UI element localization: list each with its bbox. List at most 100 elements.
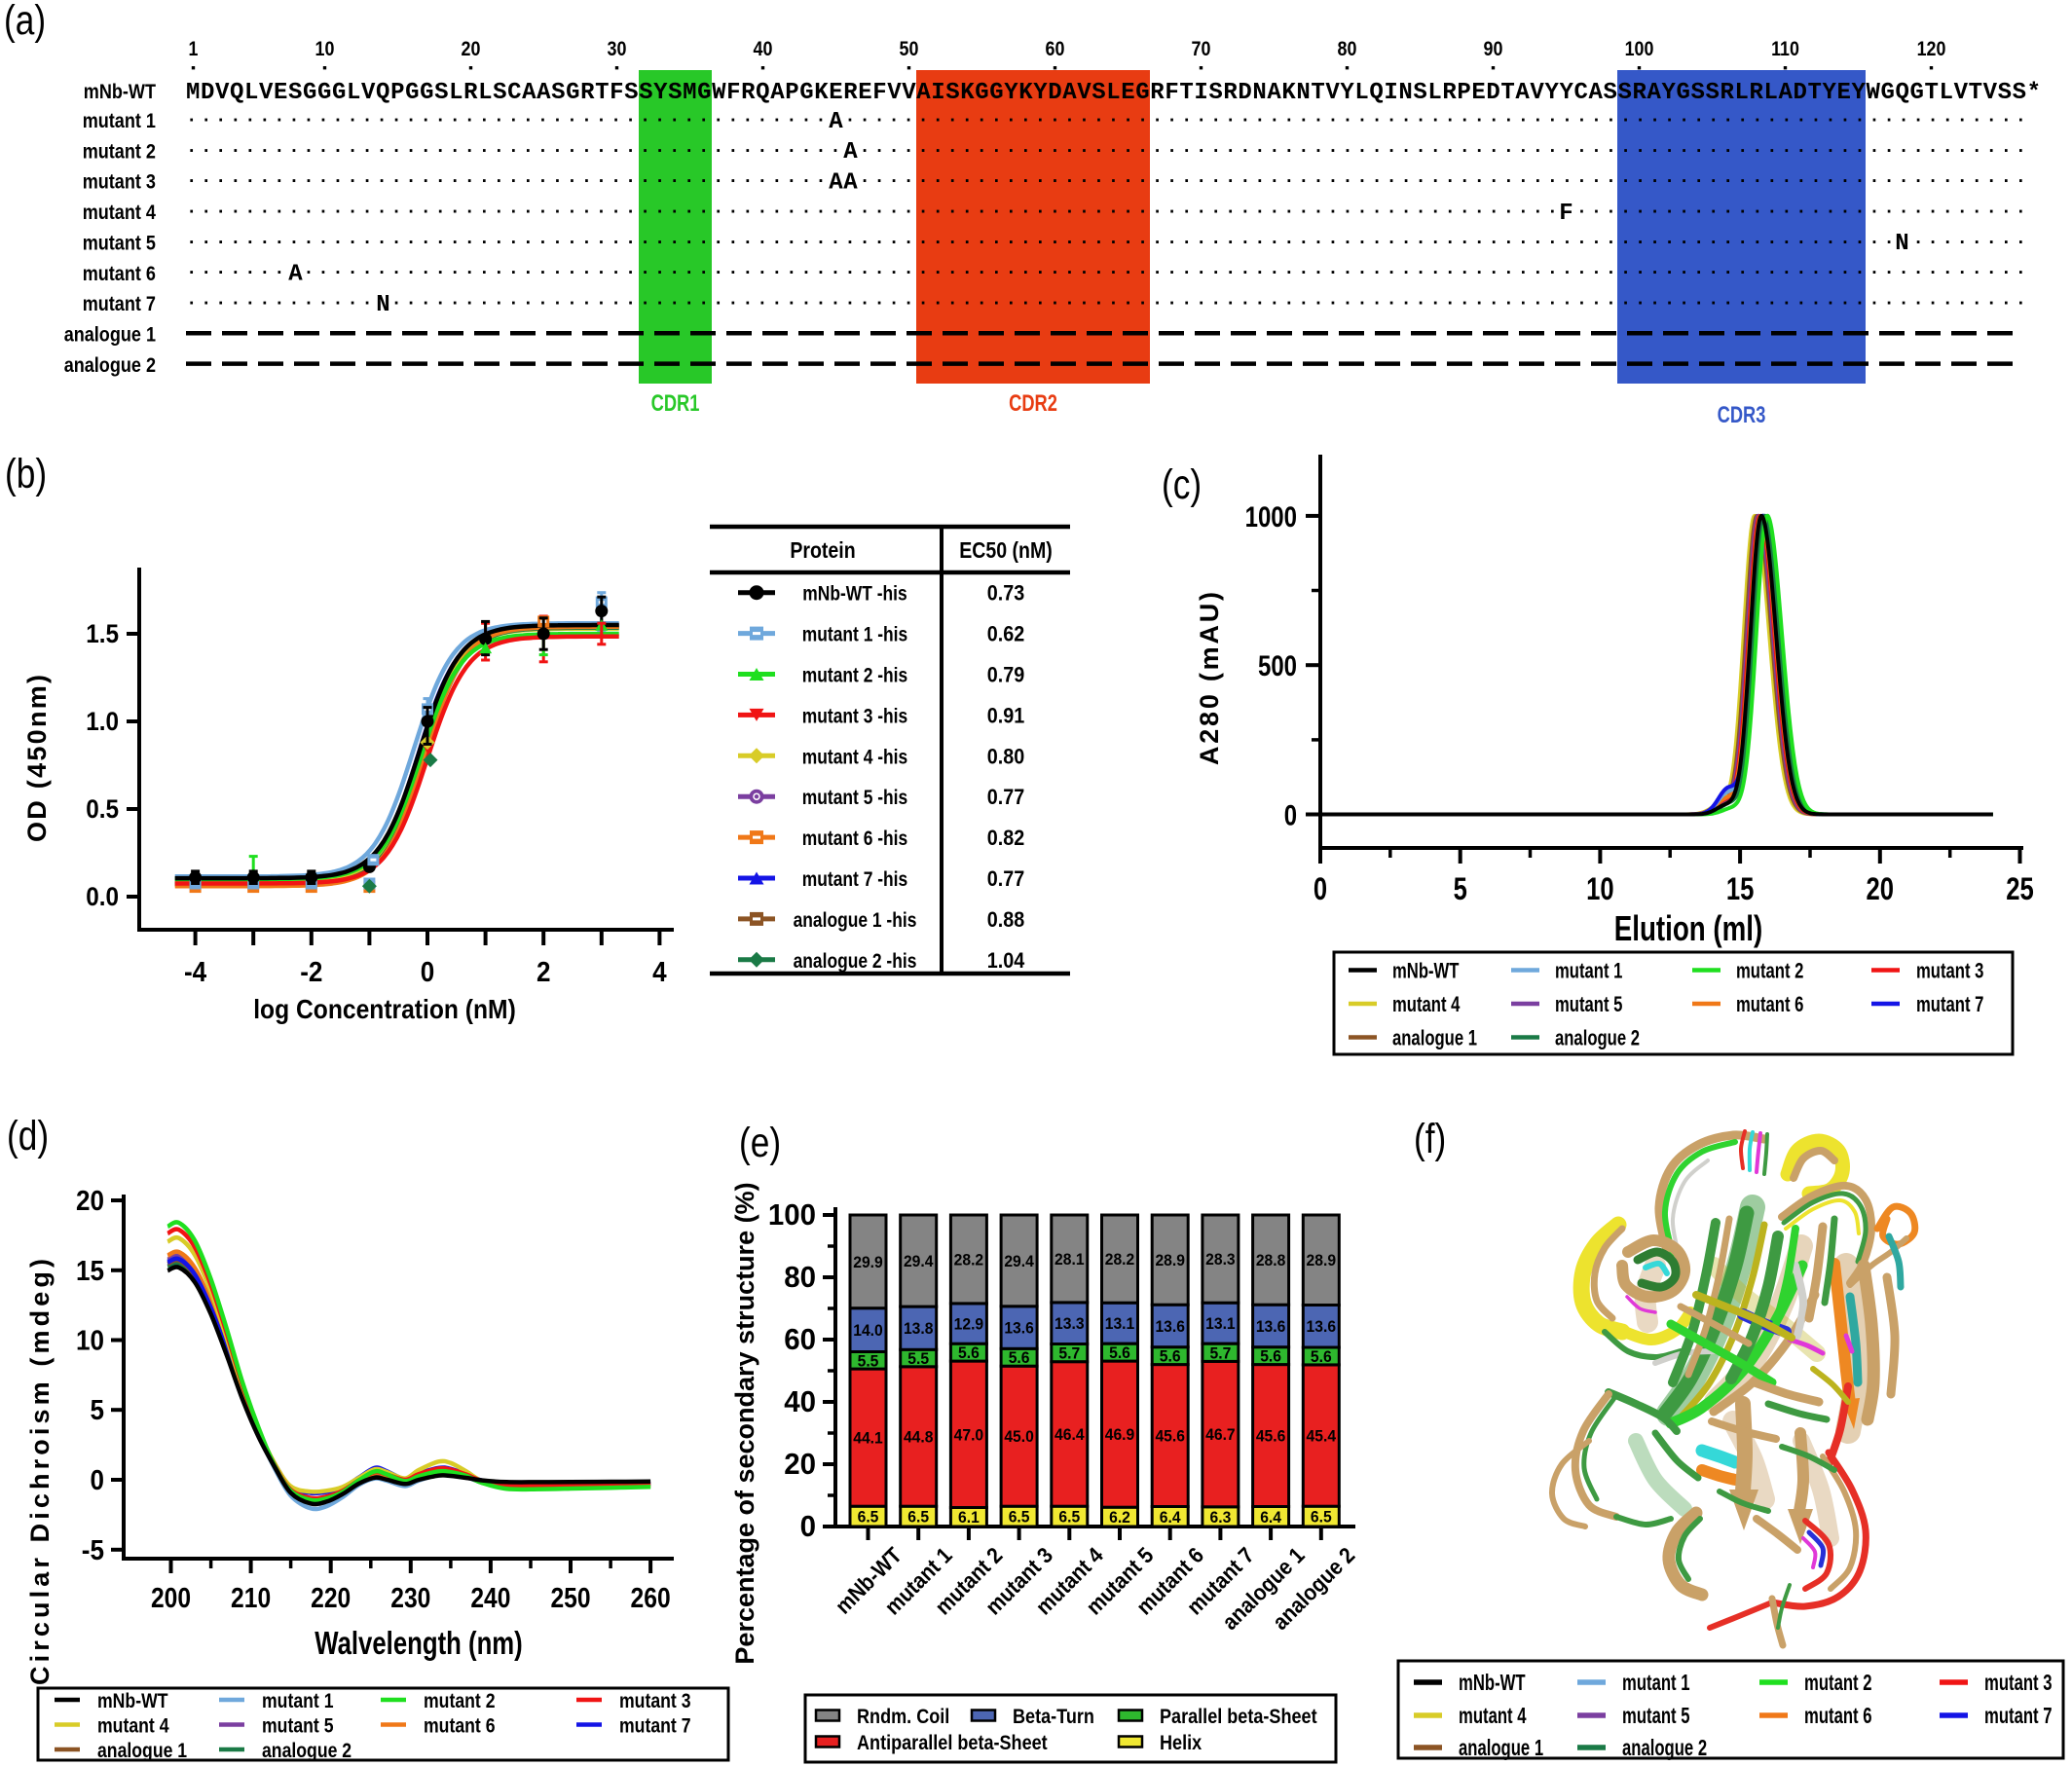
svg-text:0: 0 (1284, 800, 1297, 832)
svg-text:mNb-WT: mNb-WT (97, 1689, 168, 1712)
svg-text:28.3: 28.3 (1205, 1251, 1236, 1269)
svg-text:F: F (1559, 201, 1572, 227)
svg-text:(d): (d) (7, 1113, 49, 1159)
svg-text:mutant 2: mutant 2 (1804, 1670, 1872, 1695)
svg-text:12.9: 12.9 (954, 1316, 984, 1334)
svg-text:mutant 7: mutant 7 (1916, 992, 1983, 1016)
svg-text:28.9: 28.9 (1155, 1252, 1185, 1269)
svg-text:6.1: 6.1 (958, 1509, 980, 1527)
svg-text:Elution (ml): Elution (ml) (1614, 908, 1762, 948)
svg-text:mutant 1: mutant 1 (1555, 959, 1622, 983)
svg-text:mutant 6: mutant 6 (83, 263, 156, 285)
svg-text:80: 80 (1338, 38, 1357, 60)
svg-text:45.6: 45.6 (1155, 1428, 1185, 1446)
svg-text:20: 20 (462, 38, 481, 60)
svg-text:analogue 2: analogue 2 (1622, 1735, 1707, 1760)
svg-text:240: 240 (470, 1583, 510, 1614)
svg-text:30: 30 (608, 38, 627, 60)
svg-text:analogue 2: analogue 2 (1555, 1026, 1640, 1050)
svg-text:mutant 1: mutant 1 (262, 1689, 334, 1712)
svg-text:(c): (c) (1162, 461, 1202, 508)
svg-text:mutant 2: mutant 2 (83, 140, 156, 163)
svg-text:N: N (1895, 231, 1908, 257)
svg-text:44.8: 44.8 (904, 1429, 934, 1447)
svg-text:mutant 6: mutant 6 (1804, 1703, 1872, 1728)
svg-text:Parallel beta-Sheet: Parallel beta-Sheet (1160, 1706, 1317, 1728)
svg-text:mutant 4: mutant 4 (1392, 992, 1461, 1016)
svg-text:5.5: 5.5 (858, 1352, 879, 1370)
svg-text:mutant 4: mutant 4 (1459, 1703, 1527, 1728)
svg-text:CDR1: CDR1 (651, 390, 700, 417)
svg-text:mutant 5 -his: mutant 5 -his (802, 786, 907, 809)
svg-text:100: 100 (768, 1197, 816, 1232)
svg-text:110: 110 (1771, 38, 1799, 60)
svg-text:mutant 4: mutant 4 (83, 202, 157, 224)
svg-text:200: 200 (151, 1583, 191, 1614)
svg-text:100: 100 (1625, 38, 1654, 60)
svg-text:(f): (f) (1414, 1116, 1446, 1162)
svg-text:6.5: 6.5 (1009, 1509, 1030, 1527)
svg-text:mutant 1 -his: mutant 1 -his (802, 623, 907, 646)
svg-text:1: 1 (189, 38, 199, 60)
svg-text:MDVQLVESGGGLVQPGGSLRLSCAASGRTF: MDVQLVESGGGLVQPGGSLRLSCAASGRTFSSYSMGWFRQ… (186, 80, 2041, 106)
svg-text:45.4: 45.4 (1307, 1428, 1337, 1446)
svg-text:6.4: 6.4 (1260, 1509, 1282, 1527)
svg-text:Beta-Turn: Beta-Turn (1013, 1706, 1094, 1728)
svg-text:13.6: 13.6 (1256, 1318, 1286, 1336)
svg-text:60: 60 (784, 1322, 816, 1356)
svg-text:0: 0 (1314, 871, 1327, 906)
svg-text:15: 15 (1726, 871, 1755, 906)
svg-text:mNb-WT: mNb-WT (1459, 1670, 1526, 1695)
svg-text:0.80: 0.80 (987, 744, 1025, 768)
svg-text:mutant 7: mutant 7 (83, 293, 156, 315)
svg-text:-2: -2 (300, 957, 322, 988)
svg-text:13.1: 13.1 (1105, 1315, 1135, 1333)
svg-text:Protein: Protein (790, 537, 855, 563)
svg-text:0: 0 (91, 1465, 105, 1496)
svg-text:210: 210 (231, 1583, 271, 1614)
svg-text:mutant 3: mutant 3 (83, 171, 156, 194)
svg-text:6.5: 6.5 (1311, 1509, 1332, 1527)
svg-text:10: 10 (315, 38, 335, 60)
svg-text:-5: -5 (82, 1535, 104, 1566)
svg-text:OD (450nm): OD (450nm) (22, 675, 52, 842)
svg-text:28.2: 28.2 (954, 1251, 984, 1269)
svg-text:5.6: 5.6 (1311, 1348, 1332, 1366)
svg-text:4: 4 (652, 957, 667, 988)
svg-text:5.7: 5.7 (1058, 1345, 1080, 1363)
svg-text:20: 20 (1867, 871, 1895, 906)
svg-text:EC50 (nM): EC50 (nM) (959, 537, 1053, 563)
svg-text:mutant 7 -his: mutant 7 -his (802, 867, 907, 891)
svg-text:10: 10 (1586, 871, 1614, 906)
svg-text:5.6: 5.6 (1260, 1348, 1281, 1366)
svg-text:5: 5 (91, 1395, 105, 1426)
svg-text:N: N (376, 292, 389, 318)
svg-text:120: 120 (1917, 38, 1946, 60)
svg-text:46.7: 46.7 (1205, 1426, 1236, 1444)
svg-text:0: 0 (421, 957, 435, 988)
svg-text:13.1: 13.1 (1205, 1315, 1236, 1333)
svg-text:analogue 2: analogue 2 (64, 354, 156, 377)
svg-text:260: 260 (631, 1583, 671, 1614)
svg-text:6.5: 6.5 (858, 1509, 879, 1527)
svg-text:CDR2: CDR2 (1009, 390, 1057, 417)
svg-text:6.4: 6.4 (1160, 1509, 1182, 1527)
svg-text:28.2: 28.2 (1105, 1251, 1135, 1269)
svg-text:mutant 7: mutant 7 (1984, 1703, 2053, 1728)
svg-text:46.9: 46.9 (1105, 1426, 1135, 1444)
svg-text:A280 (mAU): A280 (mAU) (1195, 592, 1224, 765)
svg-text:mutant 6 -his: mutant 6 -his (802, 827, 907, 850)
svg-text:analogue 1: analogue 1 (97, 1739, 187, 1762)
svg-text:mutant 6: mutant 6 (424, 1714, 496, 1738)
svg-text:1.5: 1.5 (86, 619, 119, 648)
svg-text:1.04: 1.04 (987, 948, 1025, 973)
svg-text:70: 70 (1192, 38, 1211, 60)
svg-text:29.4: 29.4 (1004, 1253, 1034, 1270)
svg-text:mutant 5: mutant 5 (83, 232, 157, 254)
svg-text:28.9: 28.9 (1307, 1252, 1337, 1269)
svg-text:5: 5 (1454, 871, 1467, 906)
svg-text:60: 60 (1046, 38, 1065, 60)
svg-text:20: 20 (76, 1186, 104, 1217)
svg-text:(b): (b) (5, 451, 47, 497)
svg-text:analogue 1 -his: analogue 1 -his (794, 908, 917, 932)
